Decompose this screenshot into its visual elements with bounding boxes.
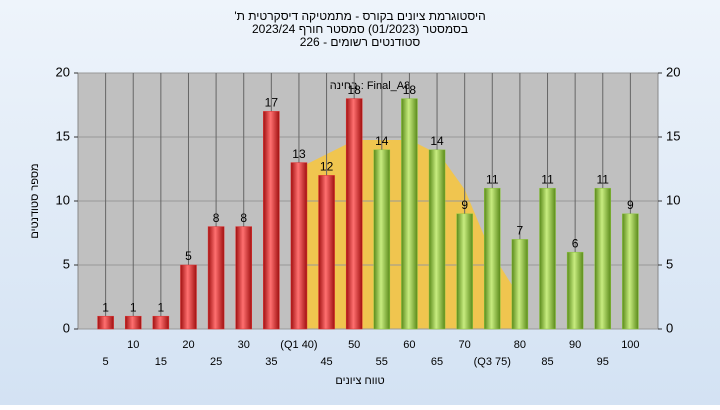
x-tick-label: 70 — [459, 339, 471, 351]
bar — [180, 264, 197, 330]
y-tick-label: 15 — [56, 128, 70, 143]
value-label: 9 — [627, 198, 634, 212]
value-label: 1 — [130, 300, 137, 314]
title-line: 'היסטוגרמת ציונים בקורס - מתמטיקה דיסקרט… — [234, 9, 485, 23]
x-tick-label: 15 — [155, 356, 167, 368]
value-label: 8 — [213, 211, 220, 225]
value-label: 14 — [430, 134, 444, 148]
bar — [263, 111, 280, 330]
value-label: 17 — [265, 96, 279, 110]
x-tick-label: 50 — [348, 339, 360, 351]
value-label: 18 — [348, 83, 362, 97]
y2-tick-label: 5 — [666, 256, 673, 271]
bar — [594, 187, 612, 330]
value-label: 8 — [240, 211, 247, 225]
y-tick-label: 10 — [56, 192, 70, 207]
annotation: בחינה : Final_A8 — [330, 80, 411, 92]
bar — [484, 187, 501, 330]
value-label: 11 — [597, 172, 610, 186]
x-tick-label: 55 — [376, 356, 388, 368]
x-axis-label: טווח ציונים — [335, 375, 384, 387]
value-label: 1 — [158, 300, 165, 314]
bar — [124, 315, 142, 330]
x-tick-label: 85 — [541, 356, 553, 368]
x-tick-label: 30 — [238, 339, 250, 351]
x-tick-label: 5 — [103, 356, 109, 368]
bar — [511, 239, 529, 330]
bar — [290, 162, 308, 330]
x-tick-label: (Q3 75) — [474, 356, 511, 368]
value-label: 9 — [461, 198, 468, 212]
bar — [235, 226, 252, 330]
bar — [318, 175, 335, 330]
x-tick-label: (Q1 40) — [280, 339, 317, 351]
x-tick-label: 60 — [403, 339, 415, 351]
value-label: 12 — [320, 160, 334, 174]
x-tick-label: 90 — [569, 339, 581, 351]
y2-tick-label: 0 — [666, 320, 673, 335]
x-tick-label: 45 — [320, 356, 332, 368]
bar — [566, 251, 584, 330]
bar — [622, 213, 639, 330]
x-tick-label: 100 — [621, 339, 639, 351]
y2-tick-label: 20 — [666, 64, 680, 79]
value-label: 13 — [292, 147, 306, 161]
value-label: 11 — [541, 172, 554, 186]
x-tick-label: 95 — [597, 356, 609, 368]
value-label: 7 — [517, 224, 524, 238]
bar — [152, 315, 170, 330]
x-tick-label: 20 — [182, 339, 194, 351]
x-tick-label: 35 — [265, 356, 277, 368]
value-label: 18 — [403, 83, 417, 97]
y-tick-label: 5 — [63, 256, 70, 271]
title-line: סטודנטים רשומים - 226 — [300, 35, 421, 49]
x-tick-label: 65 — [431, 356, 443, 368]
y2-tick-label: 10 — [666, 192, 680, 207]
bar — [97, 315, 114, 330]
y2-tick-label: 15 — [666, 128, 680, 143]
y-tick-label: 20 — [56, 64, 70, 79]
x-tick-label: 80 — [514, 339, 526, 351]
x-tick-label: 25 — [210, 356, 222, 368]
y-axis-label: מספר סטודנטים — [29, 163, 41, 238]
bar — [207, 226, 225, 330]
value-label: 1 — [102, 300, 109, 314]
bar — [428, 149, 446, 330]
y-tick-label: 0 — [63, 320, 70, 335]
value-label: 14 — [375, 134, 389, 148]
bar — [345, 98, 363, 330]
value-label: 5 — [185, 249, 192, 263]
value-label: 6 — [572, 236, 579, 250]
bar — [373, 149, 391, 330]
bar — [401, 98, 418, 330]
bar — [456, 213, 473, 330]
bar — [539, 187, 556, 330]
value-label: 11 — [486, 172, 499, 186]
x-tick-label: 10 — [127, 339, 139, 351]
title-line: בסמסטר (01/2023) סמסטר חורף 2023/24 — [252, 22, 468, 36]
